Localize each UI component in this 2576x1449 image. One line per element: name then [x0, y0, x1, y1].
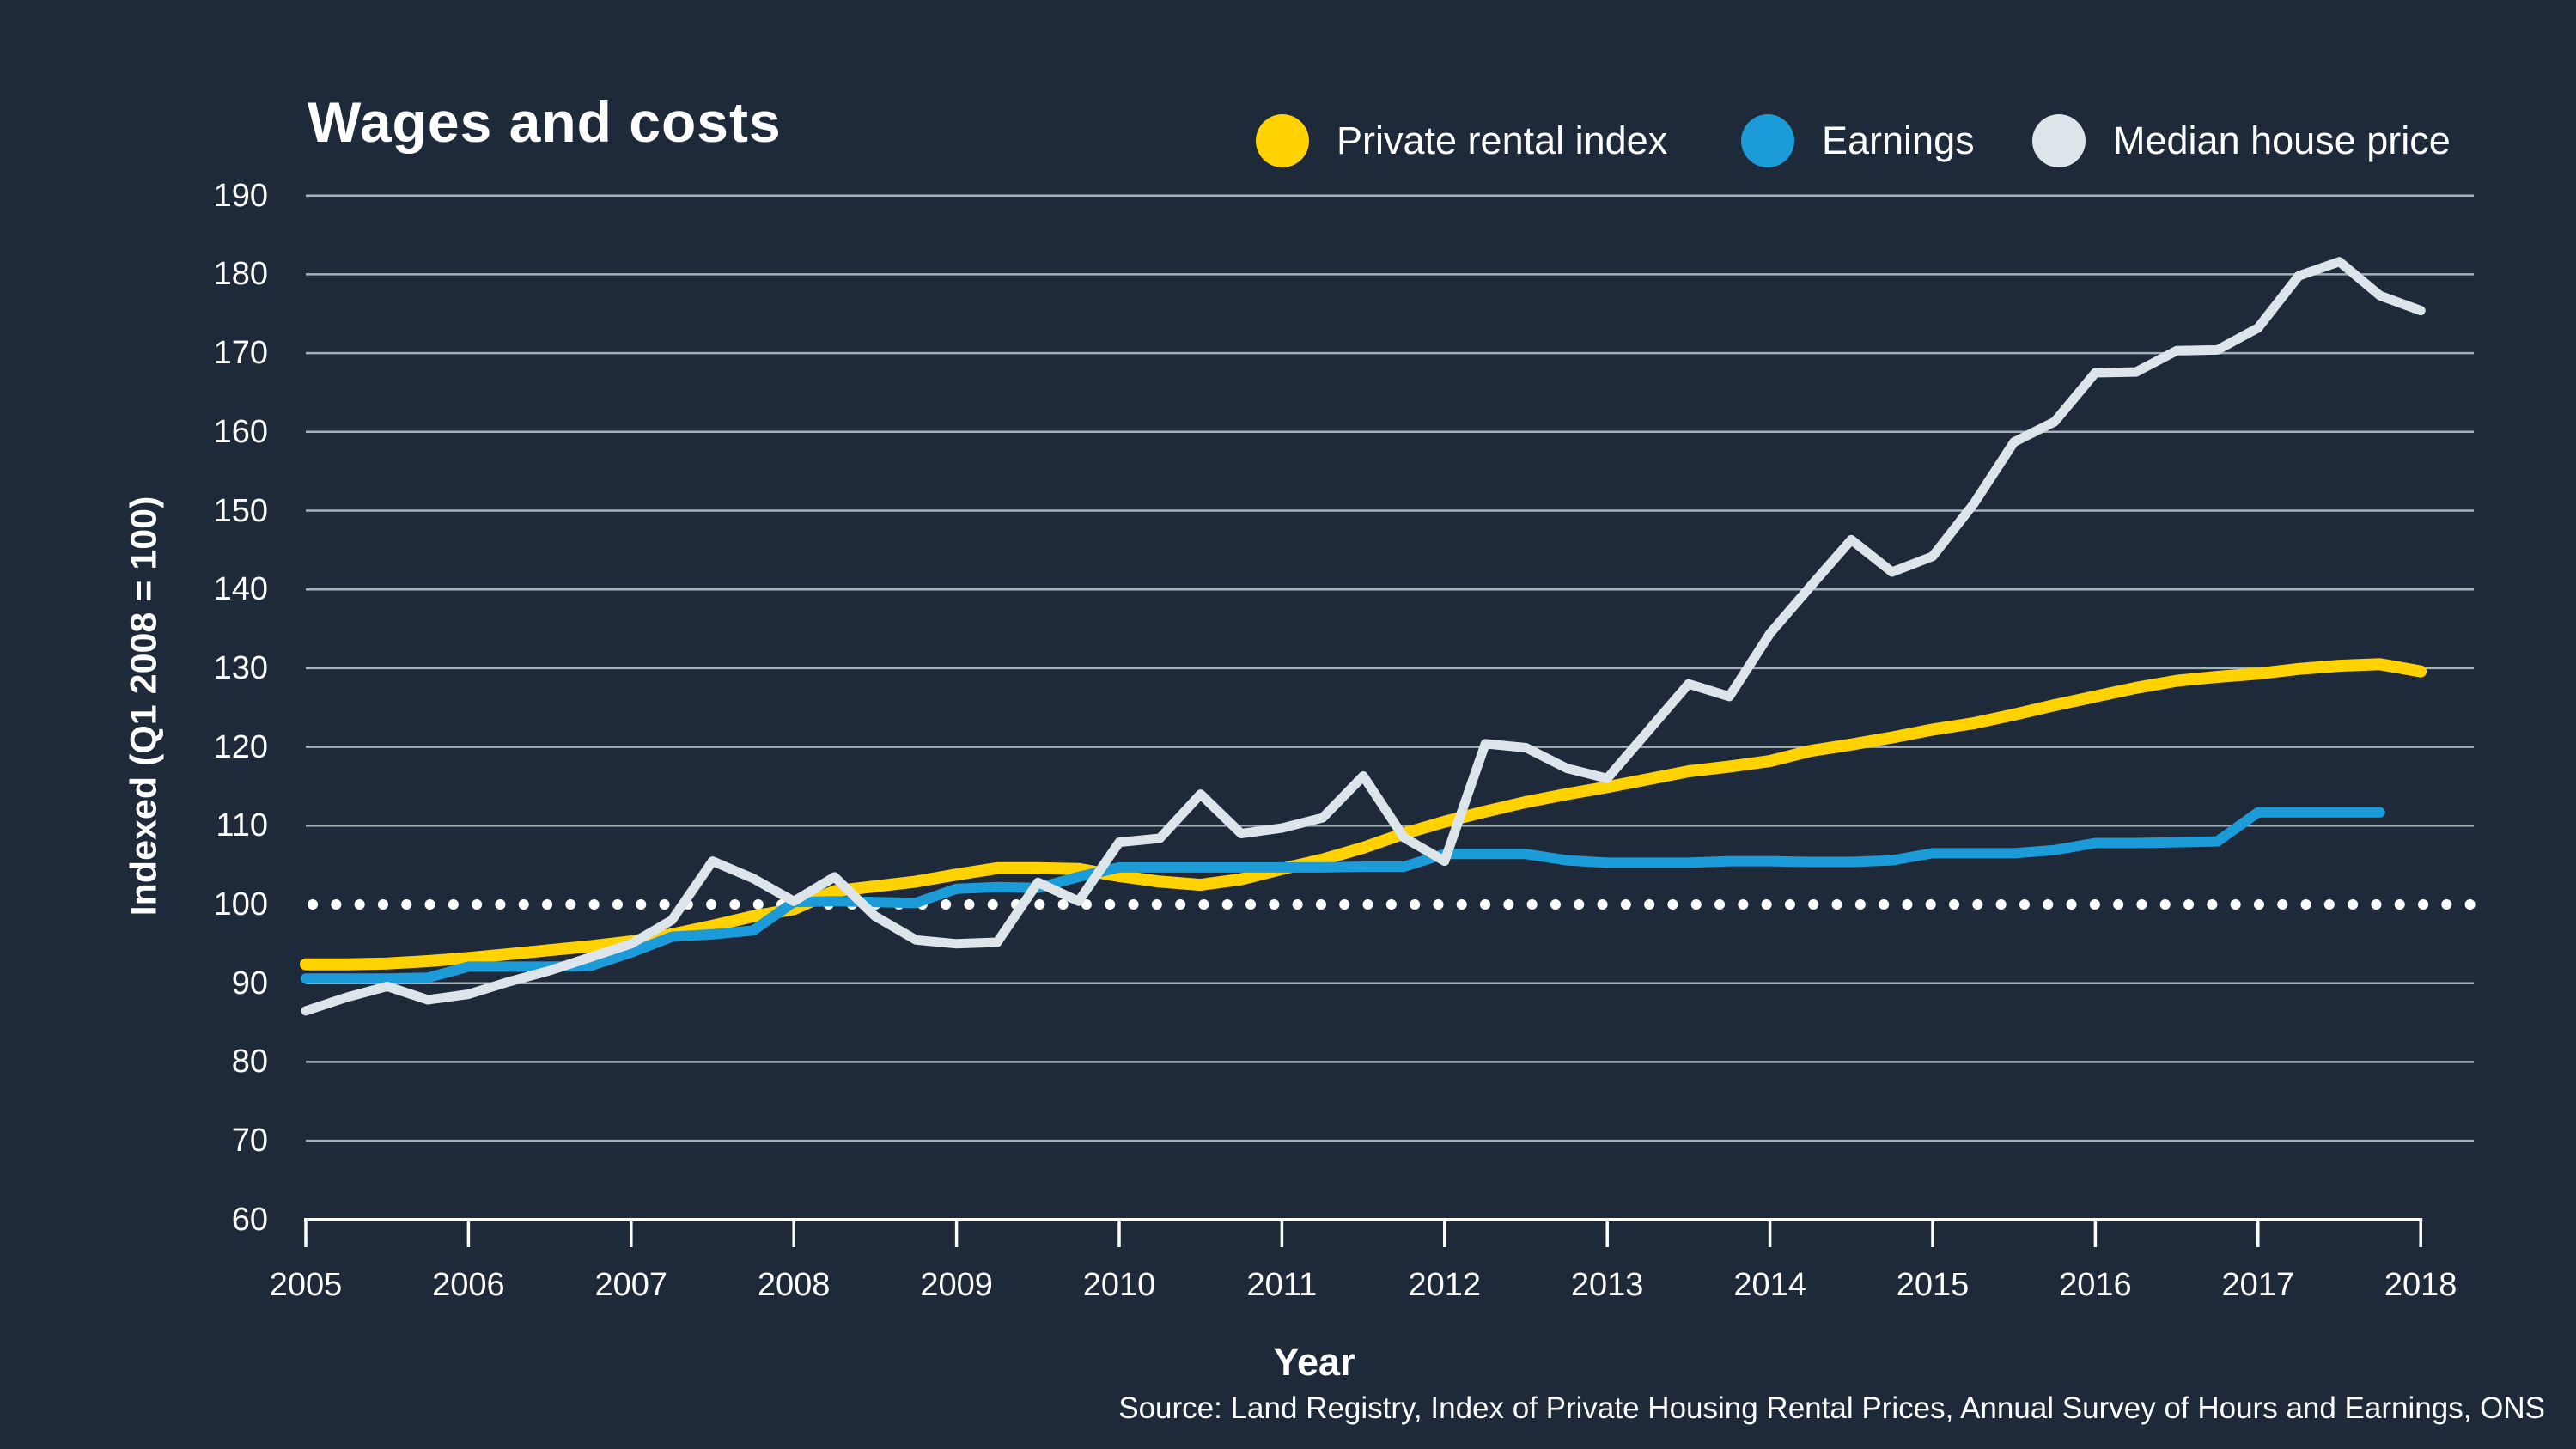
legend-swatch-blue-circle: [1741, 114, 1794, 167]
x-tick-label-2008: 2008: [757, 1267, 831, 1303]
y-tick-label-150: 150: [213, 492, 268, 529]
y-tick-label-130: 130: [213, 649, 268, 686]
y-tick-label-90: 90: [231, 965, 268, 1002]
y-axis-title: Indexed (Q1 2008 = 100): [123, 496, 165, 916]
legend-label: Median house price: [2113, 119, 2451, 162]
legend-swatch-yellow-circle: [1256, 114, 1309, 167]
y-tick-label-170: 170: [213, 335, 268, 372]
legend-item-median-house-price: Median house price: [2032, 113, 2451, 168]
y-tick-label-120: 120: [213, 728, 268, 765]
x-tick-label-2015: 2015: [1896, 1267, 1970, 1303]
series-line-private-rental-index: [300, 658, 2427, 971]
y-tick-label-70: 70: [231, 1123, 268, 1160]
x-axis-title: Year: [1273, 1340, 1355, 1384]
x-tick-label-2016: 2016: [2059, 1267, 2132, 1303]
legend-item-private-rental-index: Private rental index: [1256, 113, 1667, 168]
y-tick-label-60: 60: [231, 1201, 268, 1238]
y-tick-label-100: 100: [213, 886, 268, 922]
y-tick-label-180: 180: [213, 256, 268, 293]
x-tick-label-2012: 2012: [1408, 1267, 1482, 1303]
x-tick-label-2017: 2017: [2221, 1267, 2295, 1303]
x-tick-label-2011: 2011: [1246, 1267, 1318, 1303]
y-tick-label-190: 190: [213, 177, 268, 214]
x-tick-label-2013: 2013: [1570, 1267, 1644, 1303]
source-attribution: Source: Land Registry, Index of Private …: [1118, 1391, 2545, 1425]
legend-label: Earnings: [1822, 119, 1975, 162]
x-tick-label-2010: 2010: [1082, 1267, 1156, 1303]
legend-swatch-gray-circle: [2032, 114, 2086, 167]
gridlines: [306, 194, 2474, 1142]
x-tick-label-2007: 2007: [594, 1267, 668, 1303]
y-tick-label-140: 140: [213, 571, 268, 608]
y-tick-label-110: 110: [216, 807, 268, 844]
series-line-earnings: [301, 807, 2385, 984]
x-tick-label-2014: 2014: [1733, 1267, 1806, 1303]
series-line-median-house-price: [301, 257, 2426, 1016]
chart-title: Wages and costs: [308, 90, 782, 154]
legend-label: Private rental index: [1337, 119, 1668, 162]
y-tick-label-160: 160: [213, 413, 268, 450]
x-tick-label-2009: 2009: [920, 1267, 993, 1303]
y-tick-label-80: 80: [231, 1044, 268, 1081]
x-tick-label-2005: 2005: [269, 1267, 343, 1303]
legend-item-earnings: Earnings: [1741, 113, 1975, 168]
x-tick-label-2018: 2018: [2384, 1267, 2457, 1303]
data-series-lines: [300, 257, 2427, 1016]
x-axis-line-and-ticks: [304, 1218, 2423, 1247]
x-tick-label-2006: 2006: [432, 1267, 505, 1303]
